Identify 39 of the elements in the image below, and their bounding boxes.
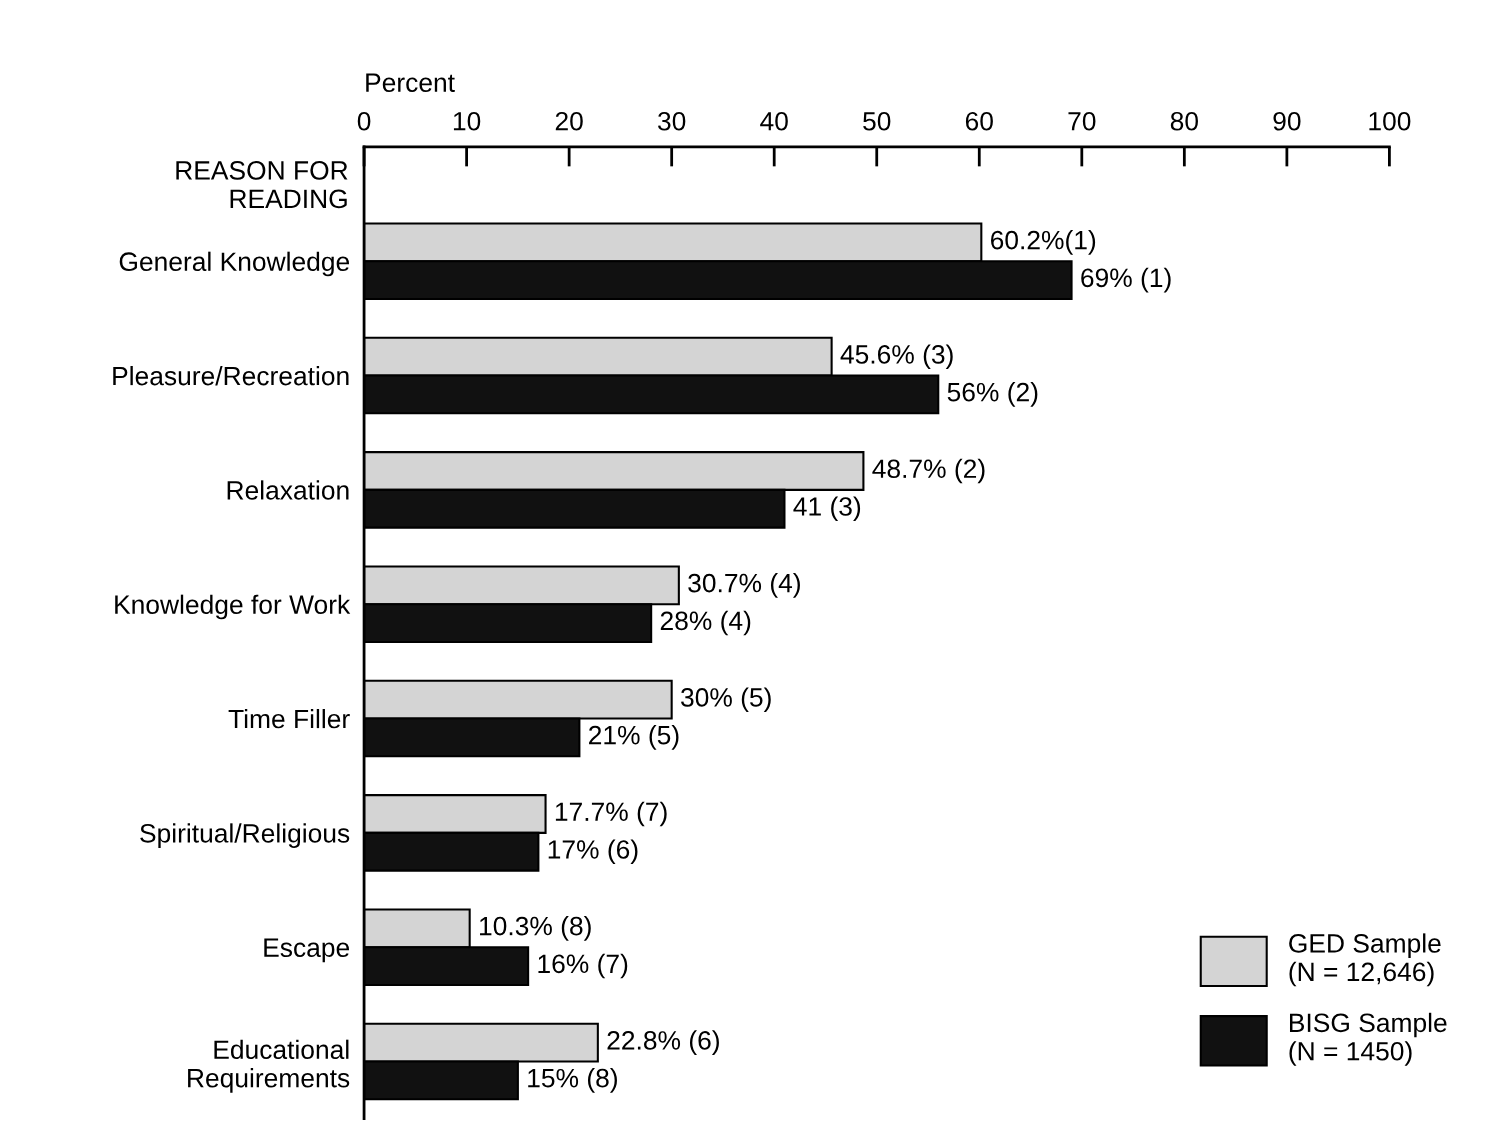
data-label: 45.6% (3) xyxy=(840,344,953,369)
y-tick-label: Educational Requirements xyxy=(188,1039,350,1093)
x-tick-label: 30 xyxy=(658,111,686,131)
x-tick-label: 90 xyxy=(1273,111,1301,131)
x-tick-label: 10 xyxy=(453,111,481,131)
data-label: 16% (7) xyxy=(538,953,628,979)
data-label: 22.8% (6) xyxy=(607,1030,719,1055)
legend-label: GED Sample (N = 12,646) xyxy=(1289,933,1441,987)
y-tick-label: Pleasure/Recreation xyxy=(113,366,349,386)
data-label: 60.2%(1) xyxy=(991,230,1096,255)
x-axis-title: Percent xyxy=(366,73,455,92)
data-label: 41 (3) xyxy=(793,496,861,522)
data-label: 15% (8) xyxy=(528,1068,617,1093)
x-tick-label: 60 xyxy=(965,111,993,131)
y-tick-label: Time Filler xyxy=(228,708,350,729)
y-tick-label: Escape xyxy=(264,938,350,963)
x-tick-label: 100 xyxy=(1369,111,1411,131)
y-tick-label: Knowledge for Work xyxy=(115,594,351,620)
data-label: 28% (4) xyxy=(660,610,751,636)
data-label: 10.3% (8) xyxy=(480,916,591,941)
data-label: 30% (5) xyxy=(681,687,771,712)
x-tick-label: 80 xyxy=(1170,111,1198,131)
legend-label: BISG Sample (N = 1450) xyxy=(1289,1012,1447,1066)
data-label: 69% (1) xyxy=(1081,267,1171,293)
y-tick-label: Relaxation xyxy=(227,480,349,500)
data-label: 17.7% (7) xyxy=(555,801,667,827)
data-label: 30.7% (4) xyxy=(688,573,800,598)
data-label: 56% (2) xyxy=(947,382,1038,407)
x-tick-label: 20 xyxy=(555,111,583,131)
x-tick-label: 70 xyxy=(1068,111,1096,131)
y-axis-title: REASON FOR READING xyxy=(176,161,348,209)
y-tick-label: General Knowledge xyxy=(119,251,350,277)
data-label: 48.7% (2) xyxy=(872,458,985,484)
data-label: 21% (5) xyxy=(589,725,679,750)
x-tick-label: 40 xyxy=(760,111,788,131)
x-tick-label: 0 xyxy=(357,111,371,131)
x-tick-label: 50 xyxy=(863,111,891,131)
y-tick-label: Spiritual/Religious xyxy=(140,823,350,848)
data-label: 17% (6) xyxy=(548,839,638,865)
